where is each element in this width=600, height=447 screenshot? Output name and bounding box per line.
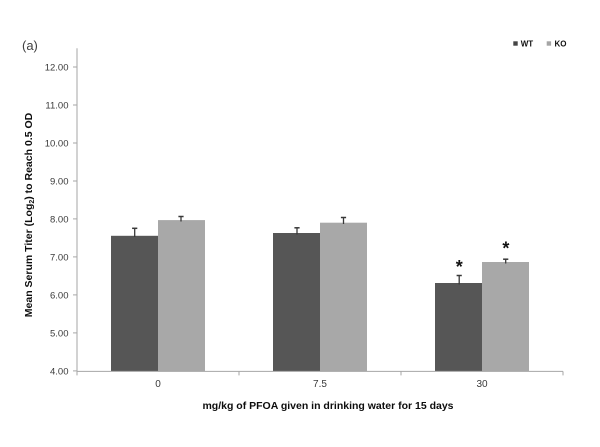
svg-text:6.00: 6.00: [50, 290, 69, 301]
svg-text:7.5: 7.5: [313, 379, 327, 390]
svg-text:30: 30: [476, 379, 488, 390]
svg-text:5.00: 5.00: [50, 328, 69, 339]
svg-text:*: *: [502, 238, 509, 258]
svg-text:12.00: 12.00: [45, 62, 69, 73]
svg-text:7.00: 7.00: [50, 252, 69, 263]
svg-text:4.00: 4.00: [50, 366, 69, 377]
svg-text:11.00: 11.00: [45, 100, 68, 111]
svg-text:0: 0: [155, 379, 161, 390]
svg-text:(a): (a): [22, 38, 38, 53]
svg-text:KO: KO: [555, 39, 567, 48]
svg-text:Mean Serum Titer (Log2) to Rea: Mean Serum Titer (Log2) to Reach 0.5 OD: [23, 112, 36, 317]
svg-text:8.00: 8.00: [50, 214, 69, 225]
svg-text:*: *: [456, 257, 463, 277]
svg-text:9.00: 9.00: [50, 176, 69, 187]
svg-text:WT: WT: [521, 39, 534, 48]
svg-text:mg/kg of PFOA given in drinkin: mg/kg of PFOA given in drinking water fo…: [202, 400, 453, 412]
svg-text:10.00: 10.00: [45, 138, 69, 149]
